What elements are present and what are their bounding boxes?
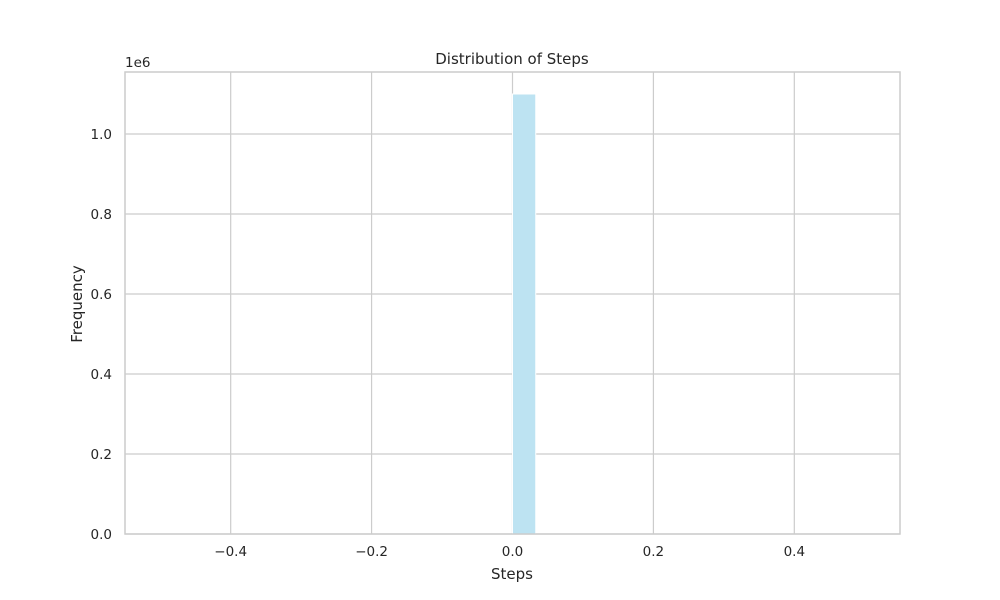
x-tick-label-3: 0.2 (643, 544, 664, 560)
y-axis-multiplier: 1e6 (125, 55, 150, 71)
histogram-bar-0 (512, 93, 537, 535)
x-axis-ticks: −0.4 −0.2 0.0 0.2 0.4 (214, 544, 805, 560)
y-tick-label-1: 0.2 (91, 447, 112, 463)
plot-frame (124, 71, 901, 535)
y-tick-label-0: 0.0 (91, 527, 112, 543)
bars-layer (512, 93, 537, 535)
y-tick-label-4: 0.8 (91, 207, 112, 223)
x-axis-title: Steps (491, 565, 533, 583)
x-tick-label-1: −0.2 (355, 544, 388, 560)
y-axis-title: Frequency (68, 265, 86, 343)
y-axis-ticks: 0.0 0.2 0.4 0.6 0.8 1.0 (91, 127, 112, 543)
y-tick-label-5: 1.0 (91, 127, 112, 143)
x-tick-label-0: −0.4 (214, 544, 247, 560)
y-tick-label-2: 0.4 (91, 367, 112, 383)
x-tick-label-2: 0.0 (502, 544, 523, 560)
y-tick-label-3: 0.6 (91, 287, 112, 303)
chart-title: Distribution of Steps (435, 50, 589, 68)
x-tick-label-4: 0.4 (784, 544, 805, 560)
